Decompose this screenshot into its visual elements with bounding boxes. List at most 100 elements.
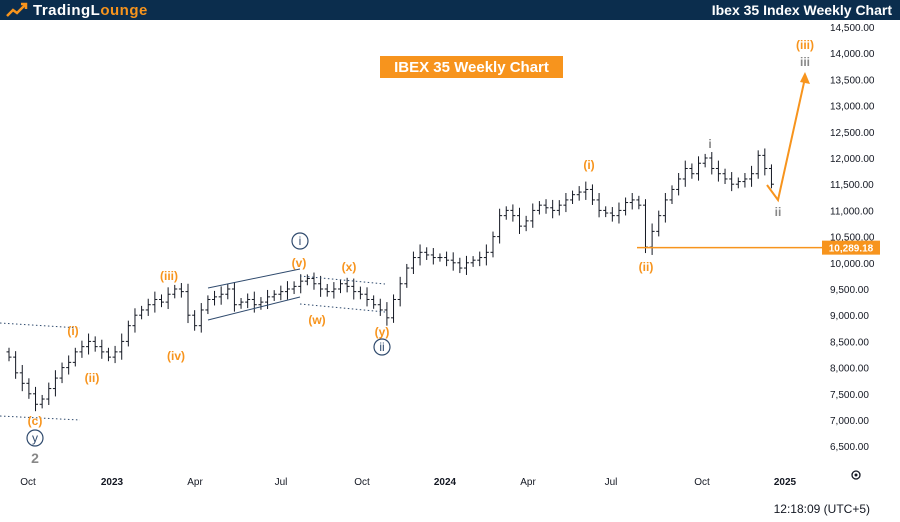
bull-chart-icon: [6, 2, 28, 17]
ohlc-bar: [589, 184, 595, 205]
ohlc-bar: [33, 386, 39, 412]
y-tick-label: 9,500.00: [830, 285, 869, 296]
ohlc-bar: [570, 190, 576, 205]
ohlc-bar: [483, 244, 489, 266]
ohlc-bar: [278, 285, 284, 301]
channel-line-lower: [0, 415, 81, 421]
ohlc-bar: [46, 382, 52, 406]
y-tick-label: 12,000.00: [830, 154, 875, 165]
brand-logo[interactable]: TradingLounge: [6, 1, 148, 19]
ohlc-bar: [19, 364, 25, 392]
y-tick-label: 8,500.00: [830, 337, 869, 348]
ohlc-bar: [172, 284, 178, 299]
x-tick-label: Apr: [187, 477, 203, 488]
x-tick-label: Oct: [694, 477, 710, 488]
wave-label: 2: [31, 450, 39, 466]
wave-label-circle: [373, 338, 391, 356]
x-tick-label: 2023: [101, 477, 124, 488]
y-tick-label: 14,500.00: [830, 23, 875, 34]
ohlc-bar: [470, 256, 476, 267]
ohlc-bar: [225, 283, 231, 300]
ohlc-bar: [463, 255, 469, 275]
ohlc-bar: [132, 308, 138, 333]
chart-header-title: Ibex 35 Index Weekly Chart: [711, 2, 892, 18]
wave-label: ii: [379, 340, 384, 354]
ohlc-bar: [563, 193, 569, 213]
ohlc-bar: [676, 172, 682, 196]
ohlc-bar: [450, 252, 456, 271]
ohlc-bar: [145, 298, 151, 316]
ohlc-bar: [99, 339, 105, 359]
correction-line-upper: [299, 275, 386, 285]
ohlc-bar: [457, 257, 463, 274]
ohlc-bar: [119, 333, 125, 360]
y-tick-label: 10,000.00: [830, 259, 875, 270]
y-tick-label: 14,000.00: [830, 49, 875, 60]
x-axis: Oct 2023 Apr Jul Oct 2024 Apr Jul Oct 2025: [20, 477, 796, 488]
wave-label-circle: [26, 429, 44, 447]
price-bars: [6, 148, 774, 412]
ohlc-bar: [265, 289, 271, 310]
ohlc-bar: [556, 200, 562, 216]
ohlc-bar: [66, 355, 72, 375]
brand-name: TradingLounge: [33, 1, 148, 19]
wave-label: (ii): [639, 260, 654, 274]
y-tick-label: 11,000.00: [830, 206, 874, 217]
ohlc-bar: [59, 362, 65, 384]
ohlc-bar: [576, 186, 582, 201]
ohlc-bar: [755, 150, 761, 179]
wave-label: (c): [28, 414, 43, 428]
ohlc-bar: [603, 206, 609, 218]
ohlc-bar: [324, 283, 330, 297]
y-tick-label: 11,500.00: [830, 180, 874, 191]
wave-label: (v): [292, 256, 307, 270]
ohlc-bar: [251, 291, 257, 313]
settings-gear-icon[interactable]: [850, 469, 862, 481]
ohlc-bar: [125, 320, 131, 347]
ohlc-bar: [404, 263, 410, 288]
ohlc-bar: [205, 295, 211, 315]
ohlc-bar: [696, 156, 702, 181]
ohlc-bar: [271, 290, 277, 301]
ohlc-bar: [165, 287, 171, 310]
ohlc-bar: [642, 199, 648, 254]
price-tag-badge: [822, 240, 880, 255]
chart-title: IBEX 35 Weekly Chart: [394, 59, 549, 76]
x-tick-label: Oct: [354, 477, 370, 488]
ohlc-bar: [437, 253, 443, 262]
ohlc-bar: [762, 148, 768, 176]
ohlc-bar: [729, 172, 735, 192]
ohlc-bar: [377, 298, 383, 316]
x-tick-label: 2025: [774, 477, 797, 488]
price-chart[interactable]: 14,500.00 14,000.00 13,500.00 13,000.00 12,5…: [0, 20, 900, 490]
ohlc-bar: [702, 153, 708, 168]
ohlc-bar: [152, 291, 158, 313]
ohlc-bar: [139, 305, 145, 320]
ohlc-bar: [510, 204, 516, 222]
price-tag-label: 10,289.18: [829, 244, 874, 255]
x-tick-label: Jul: [275, 477, 288, 488]
ohlc-bar: [722, 168, 728, 184]
ohlc-bar: [291, 281, 297, 295]
ohlc-bar: [284, 281, 290, 300]
wave-label: i: [708, 137, 711, 151]
y-tick-label: 6,500.00: [830, 442, 869, 453]
ohlc-bar: [477, 251, 483, 267]
ohlc-bar: [338, 279, 343, 294]
wedge-line-upper: [207, 268, 301, 289]
y-axis: 14,500.00 14,000.00 13,500.00 13,000.00 12,5…: [830, 23, 875, 453]
footer-bar: 12:18:09 (UTC+5): [0, 470, 900, 522]
ohlc-bar: [669, 185, 675, 205]
ohlc-bar: [105, 347, 111, 362]
ohlc-bar: [649, 223, 655, 255]
x-tick-label: 2024: [434, 477, 457, 488]
annotations: 10,289.18 IBEX 35 Weekly Chart (c) y 2 (i) (ii…: [0, 38, 880, 466]
ohlc-bar: [371, 295, 377, 309]
ohlc-bar: [218, 286, 224, 305]
y-tick-label: 8,000.00: [830, 364, 869, 375]
x-tick-label: Jul: [605, 477, 618, 488]
ohlc-bar: [72, 347, 78, 367]
wave-label: iii: [800, 55, 810, 69]
ohlc-bar: [258, 297, 264, 310]
wave-label: (iii): [160, 269, 178, 283]
